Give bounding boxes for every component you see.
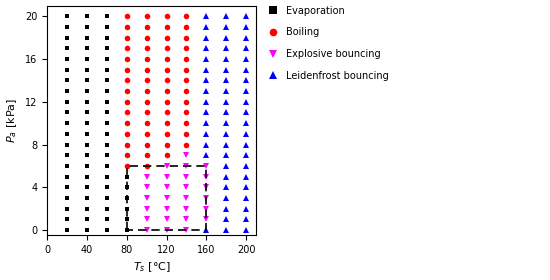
Legend: Evaporation, Boiling, Explosive bouncing, Leidenfrost bouncing: Evaporation, Boiling, Explosive bouncing… [263,6,388,81]
X-axis label: $T_s$ [°C]: $T_s$ [°C] [133,261,170,274]
Y-axis label: $P_a$ [kPa]: $P_a$ [kPa] [6,98,19,143]
